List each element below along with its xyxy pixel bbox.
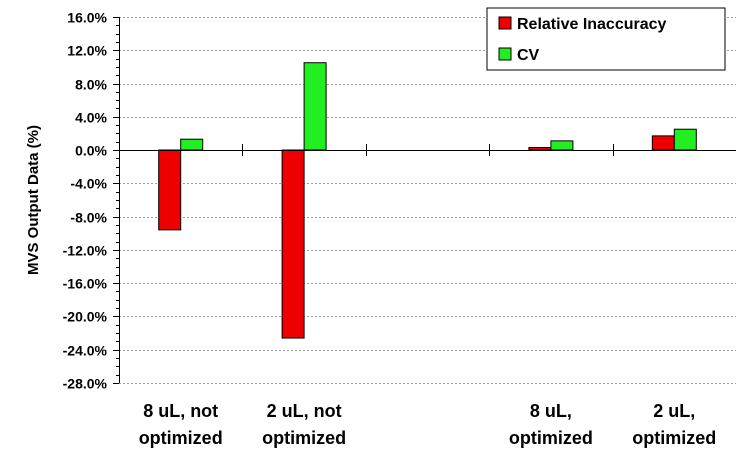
bar-cv <box>673 128 697 151</box>
y-tick-label: 4.0% <box>75 110 107 126</box>
bar-relative-inaccuracy <box>158 149 182 231</box>
y-tick-label: -16.0% <box>63 276 108 292</box>
y-tick-label: -28.0% <box>63 376 108 392</box>
legend-label-cv: CV <box>517 47 540 64</box>
x-category-label: optimized <box>262 428 346 448</box>
bar-relative-inaccuracy <box>528 147 552 151</box>
y-tick-label: -20.0% <box>63 309 108 325</box>
y-tick-label: -8.0% <box>70 210 107 226</box>
y-tick-label: -12.0% <box>63 243 108 259</box>
legend: Relative Inaccuracy CV <box>486 7 726 71</box>
bar-relative-inaccuracy <box>281 149 305 339</box>
x-category-label: 2 uL, <box>653 401 695 421</box>
bar-cv <box>550 140 574 151</box>
y-axis-title: MVS Output Data (%) <box>25 125 42 275</box>
y-tick-label: 12.0% <box>67 43 107 59</box>
y-tick-label: -24.0% <box>63 343 108 359</box>
y-tick-label: -4.0% <box>70 176 107 192</box>
legend-swatch-cv <box>498 47 512 61</box>
x-category-label: optimized <box>139 428 223 448</box>
axes <box>113 17 736 384</box>
legend-box <box>486 7 726 71</box>
legend-label-relative-inaccuracy: Relative Inaccuracy <box>517 16 667 33</box>
y-tick-label: 0.0% <box>75 143 107 159</box>
x-category-label: 8 uL, <box>530 401 572 421</box>
x-category-label: optimized <box>632 428 716 448</box>
y-tick-label: 8.0% <box>75 77 107 93</box>
x-category-label: 8 uL, not <box>143 401 218 421</box>
legend-swatch-relative-inaccuracy <box>498 16 512 30</box>
gridlines <box>119 17 736 384</box>
x-category-label: 2 uL, not <box>267 401 342 421</box>
bar-cv <box>303 62 327 151</box>
y-tick-label: 16.0% <box>67 10 107 26</box>
bar-cv <box>180 138 204 151</box>
bars <box>158 62 697 339</box>
x-category-label: optimized <box>509 428 593 448</box>
bar-relative-inaccuracy <box>651 135 675 151</box>
